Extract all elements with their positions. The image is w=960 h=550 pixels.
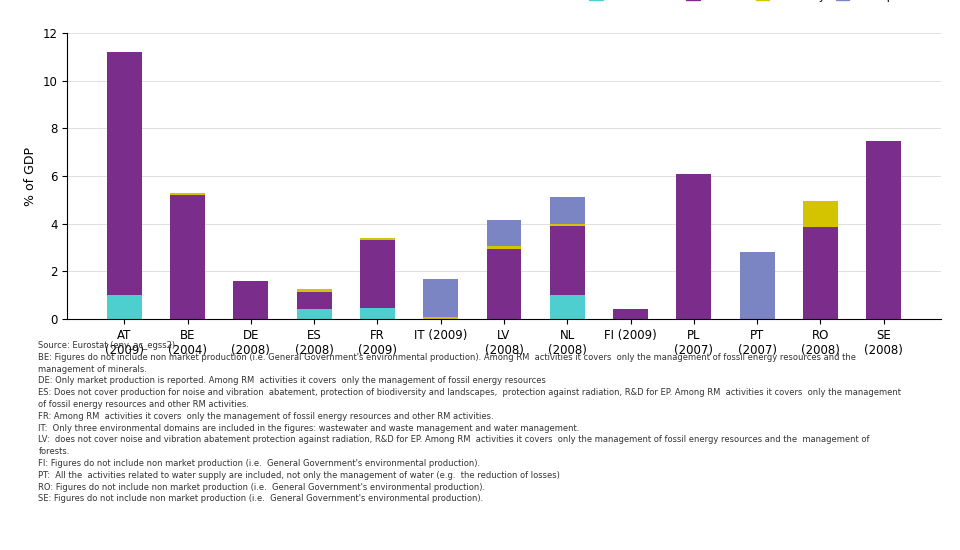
Bar [613,310,648,319]
Bar [487,220,521,246]
Bar [487,249,521,319]
Legend: Non-market, Market, Ancillary, Not specified: Non-market, Market, Ancillary, Not speci… [585,0,935,6]
Bar [866,141,901,319]
Bar [107,52,142,295]
Bar [487,246,521,249]
Bar [550,197,585,224]
Bar [297,289,331,292]
Text: Source: Eurostat (env_ac_egss2)
BE: Figures do not include non market production: Source: Eurostat (env_ac_egss2) BE: Figu… [38,341,901,503]
Bar [233,281,268,319]
Y-axis label: % of GDP: % of GDP [24,146,36,206]
Bar [297,310,331,319]
Bar [550,295,585,319]
Bar [297,292,331,310]
Bar [360,238,395,240]
Bar [550,224,585,226]
Bar [360,240,395,308]
Bar [677,174,711,319]
Bar [740,252,775,319]
Bar [107,295,142,319]
Bar [170,195,205,319]
Bar [423,317,458,319]
Bar [360,308,395,319]
Bar [170,192,205,195]
Bar [550,226,585,295]
Bar [803,201,838,227]
Bar [803,227,838,319]
Bar [423,279,458,317]
